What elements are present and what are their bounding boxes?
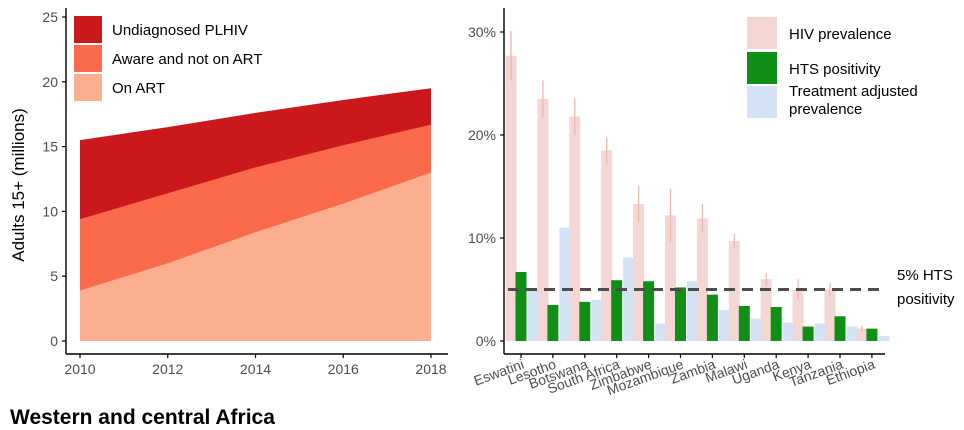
bar-treatment-adjusted-zimbabwe bbox=[655, 323, 667, 341]
bar-hiv-prevalence-ethiopia bbox=[856, 328, 868, 341]
bar-treatment-adjusted-tanzania bbox=[846, 326, 858, 341]
y-tick-label: 10% bbox=[468, 230, 496, 246]
bar-hiv-prevalence-zimbabwe bbox=[633, 204, 645, 341]
bar-hts-positivity-botswana bbox=[579, 301, 591, 341]
bar-hiv-prevalence-lesotho bbox=[537, 98, 549, 341]
legend-swatch-aware-and-not-on-art bbox=[74, 45, 102, 72]
bar-hts-positivity-ethiopia bbox=[866, 328, 878, 341]
bar-hiv-prevalence-kenya bbox=[792, 289, 804, 341]
bar-treatment-adjusted-eswatini bbox=[527, 289, 539, 341]
bar-hts-positivity-uganda bbox=[770, 307, 782, 341]
legend-label-hiv-prevalence: HIV prevalence bbox=[789, 26, 892, 43]
x-tick-label: 2012 bbox=[152, 361, 183, 377]
bar-hts-positivity-zimbabwe bbox=[643, 281, 655, 341]
bar-treatment-adjusted-ethiopia bbox=[878, 335, 890, 341]
bar-treatment-adjusted-kenya bbox=[814, 323, 826, 341]
bar-hts-positivity-south-africa bbox=[611, 280, 623, 341]
legend-label-aware-and-not-on-art: Aware and not on ART bbox=[112, 51, 262, 68]
bar-hiv-prevalence-malawi bbox=[728, 241, 740, 341]
legend-label-undiagnosed-plhiv: Undiagnosed PLHIV bbox=[112, 22, 248, 39]
legend-swatch-undiagnosed-plhiv bbox=[74, 16, 102, 43]
bar-hts-positivity-tanzania bbox=[834, 316, 846, 341]
section-subtitle: Western and central Africa bbox=[10, 406, 275, 429]
bar-treatment-adjusted-mozambique bbox=[687, 281, 698, 341]
y-tick-label: 20% bbox=[468, 127, 496, 143]
x-tick-label: 2018 bbox=[415, 361, 446, 377]
legend-swatch-hiv-prevalence bbox=[747, 17, 777, 49]
bar-hiv-prevalence-uganda bbox=[760, 279, 772, 341]
y-tick-label: 0% bbox=[476, 333, 496, 349]
bar-hts-positivity-kenya bbox=[802, 326, 814, 341]
bar-hts-positivity-lesotho bbox=[547, 304, 559, 341]
legend-label-treatment-adjusted-prevalence: prevalence bbox=[789, 101, 862, 118]
y-tick-label: 30% bbox=[468, 24, 496, 40]
bar-hiv-prevalence-eswatini bbox=[505, 55, 517, 341]
reference-line-label: positivity bbox=[897, 291, 955, 308]
bar-hiv-prevalence-mozambique bbox=[665, 215, 676, 341]
bar-hiv-prevalence-south-africa bbox=[601, 150, 613, 341]
area-on-art bbox=[80, 172, 431, 341]
bar-hts-positivity-zambia bbox=[706, 294, 718, 341]
bar-treatment-adjusted-lesotho bbox=[559, 227, 571, 341]
bar-hts-positivity-eswatini bbox=[515, 271, 527, 341]
legend-swatch-on-art bbox=[74, 74, 102, 101]
bar-treatment-adjusted-south-africa bbox=[623, 257, 635, 341]
y-tick-label: 25 bbox=[42, 9, 58, 25]
bar-hts-positivity-malawi bbox=[738, 305, 750, 341]
y-tick-label: 5 bbox=[50, 268, 58, 284]
bar-hiv-prevalence-zambia bbox=[696, 218, 708, 341]
y-tick-label: 0 bbox=[50, 333, 58, 349]
legend-swatch-treatment-adjusted-prevalence bbox=[747, 86, 777, 118]
reference-line-label: 5% HTS bbox=[897, 267, 953, 284]
legend-label-hts-positivity: HTS positivity bbox=[789, 61, 881, 78]
bar-treatment-adjusted-zambia bbox=[718, 310, 730, 341]
x-tick-label: 2014 bbox=[240, 361, 271, 377]
left-stacked-area-chart: 0 5 10 15 20 25 2010 2012 2014 2016 2018 Adults 15+… bbox=[9, 8, 448, 377]
bar-hts-positivity-mozambique bbox=[675, 287, 686, 341]
right-bar-chart: 5% HTSpositivity0%10%20%30%EswatiniLesot… bbox=[468, 8, 955, 398]
x-tick-label: 2016 bbox=[328, 361, 359, 377]
legend-label-on-art: On ART bbox=[112, 80, 165, 97]
y-tick-label: 20 bbox=[42, 74, 58, 90]
y-tick-label: 15 bbox=[42, 139, 58, 155]
bar-hiv-prevalence-botswana bbox=[569, 116, 581, 342]
y-axis-title: Adults 15+ (millions) bbox=[9, 108, 28, 262]
legend-swatch-hts-positivity bbox=[747, 52, 777, 84]
bar-treatment-adjusted-uganda bbox=[782, 322, 794, 341]
y-tick-label: 10 bbox=[42, 203, 58, 219]
bar-treatment-adjusted-botswana bbox=[591, 299, 603, 341]
bar-hiv-prevalence-tanzania bbox=[824, 289, 836, 341]
legend-label-treatment-adjusted-prevalence: Treatment adjusted bbox=[789, 83, 918, 100]
x-tick-label: 2010 bbox=[64, 361, 95, 377]
bar-treatment-adjusted-malawi bbox=[750, 318, 762, 341]
